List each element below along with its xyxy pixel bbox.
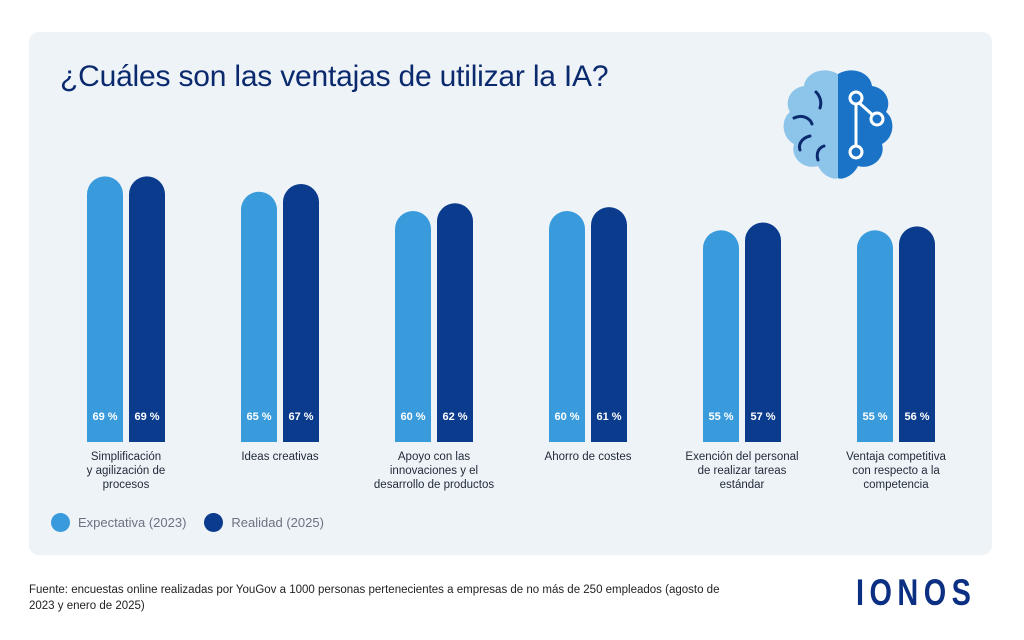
chart-legend: Expectativa (2023) Realidad (2025) <box>51 513 324 532</box>
legend-item-expectation: Expectativa (2023) <box>51 513 186 532</box>
source-note: Fuente: encuestas online realizadas por … <box>29 584 720 612</box>
brain-network-icon <box>783 70 893 179</box>
legend-swatch-expectation <box>51 513 70 532</box>
legend-swatch-reality <box>204 513 224 532</box>
legend-label-expectation: Expectativa (2023) <box>78 515 187 530</box>
chart-title: ¿Cuáles son las ventajas de utilizar la … <box>60 60 609 93</box>
legend-item-reality: Realidad (2025) <box>204 513 324 532</box>
ionos-logo: IONOS <box>856 572 977 613</box>
legend-label-reality: Realidad (2025) <box>231 515 324 530</box>
